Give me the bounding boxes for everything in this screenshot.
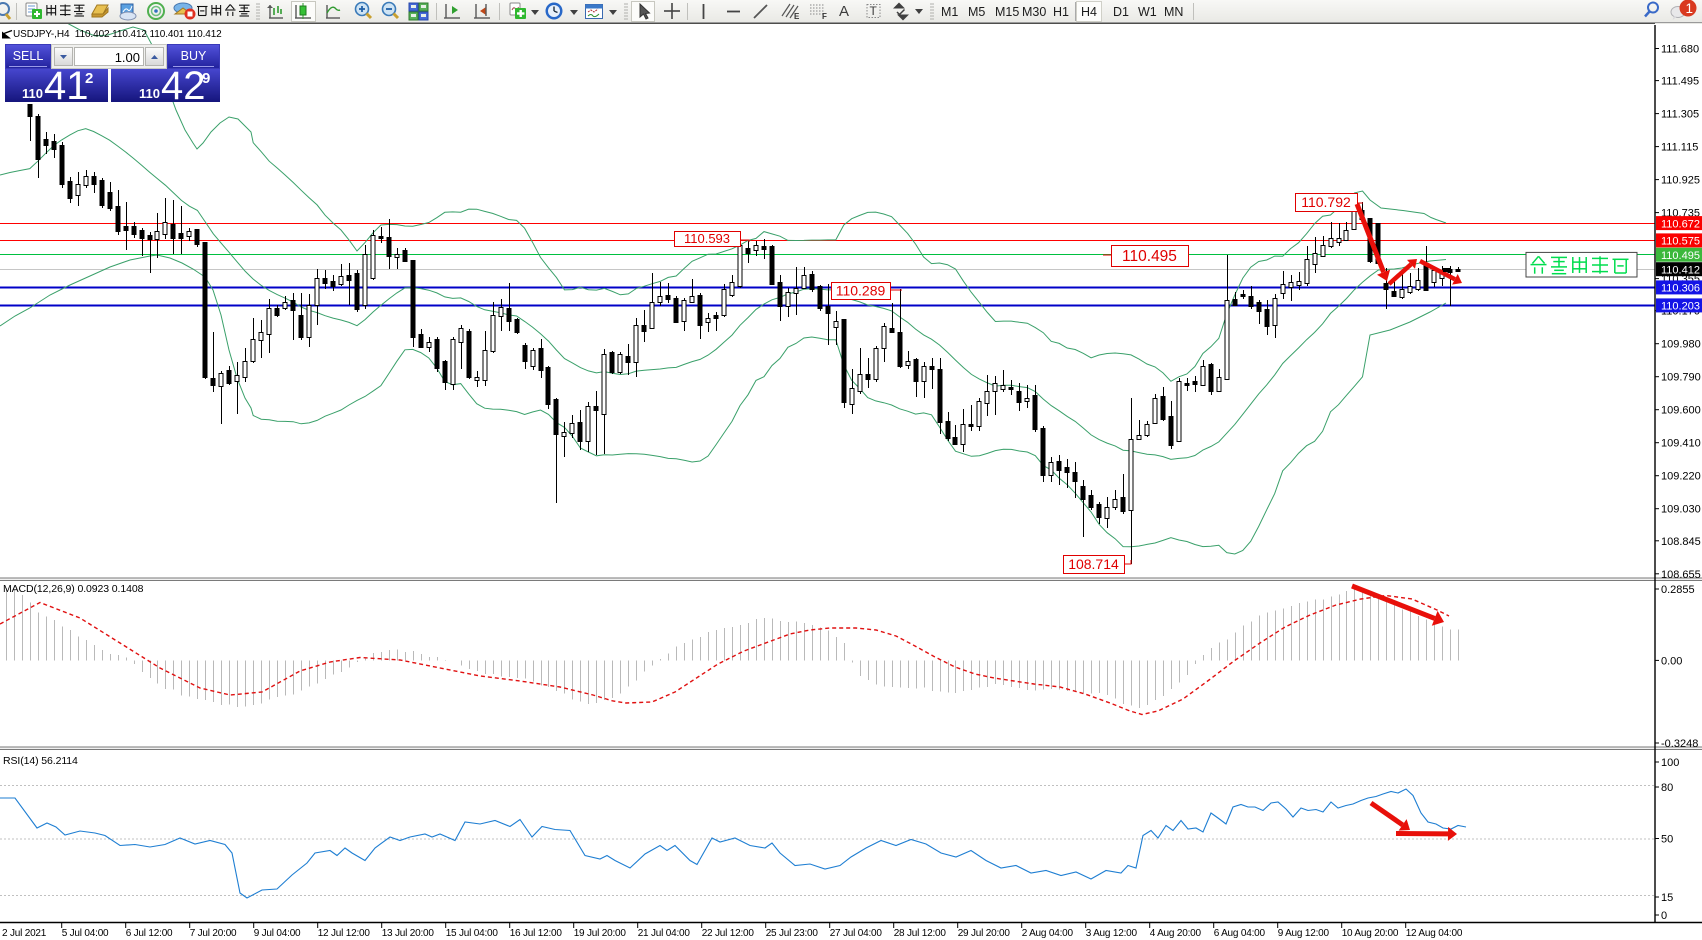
svg-text:28 Jul 12:00: 28 Jul 12:00 [894, 928, 947, 939]
svg-text:25 Jul 23:00: 25 Jul 23:00 [766, 928, 819, 939]
svg-text:A: A [839, 3, 849, 20]
svg-text:MACD(12,26,9) 0.0923 0.1408: MACD(12,26,9) 0.0923 0.1408 [3, 583, 144, 595]
svg-text:M30: M30 [1022, 5, 1046, 19]
svg-text:110.412: 110.412 [1661, 264, 1700, 276]
svg-text:22 Jul 12:00: 22 Jul 12:00 [702, 928, 755, 939]
svg-text:RSI(14) 56.2114: RSI(14) 56.2114 [3, 755, 78, 767]
svg-text:50: 50 [1661, 834, 1673, 846]
svg-text:16 Jul 12:00: 16 Jul 12:00 [510, 928, 563, 939]
svg-text:W1: W1 [1138, 5, 1157, 19]
svg-text:12 Jul 12:00: 12 Jul 12:00 [318, 928, 371, 939]
svg-text:19 Jul 20:00: 19 Jul 20:00 [574, 928, 627, 939]
svg-text:3 Aug 12:00: 3 Aug 12:00 [1086, 928, 1138, 939]
svg-text:110.593: 110.593 [684, 231, 730, 246]
svg-text:109.980: 109.980 [1661, 339, 1701, 351]
svg-text:108.655: 108.655 [1661, 569, 1701, 581]
svg-text:29 Jul 20:00: 29 Jul 20:00 [958, 928, 1011, 939]
svg-text:6 Jul 12:00: 6 Jul 12:00 [126, 928, 173, 939]
svg-text:110.495: 110.495 [1122, 248, 1177, 265]
svg-text:21 Jul 04:00: 21 Jul 04:00 [638, 928, 691, 939]
svg-text:111.495: 111.495 [1661, 76, 1699, 88]
svg-text:108.845: 108.845 [1661, 536, 1701, 548]
svg-text:M15: M15 [995, 5, 1019, 19]
svg-text:110.306: 110.306 [1661, 283, 1700, 295]
svg-text:111.305: 111.305 [1661, 109, 1699, 121]
svg-text:0.00: 0.00 [1661, 655, 1682, 667]
svg-text:13 Jul 20:00: 13 Jul 20:00 [382, 928, 435, 939]
svg-text:H4: H4 [1081, 5, 1097, 19]
svg-text:109.030: 109.030 [1661, 504, 1701, 516]
svg-text:0: 0 [1661, 910, 1667, 922]
svg-text:9 Aug 12:00: 9 Aug 12:00 [1278, 928, 1330, 939]
svg-text:110.575: 110.575 [1661, 236, 1700, 248]
svg-text:4 Aug 20:00: 4 Aug 20:00 [1150, 928, 1202, 939]
svg-text:109.600: 109.600 [1661, 405, 1701, 417]
svg-text:111.680: 111.680 [1661, 44, 1699, 56]
svg-text:0.2855: 0.2855 [1661, 584, 1695, 596]
svg-text:9 Jul 04:00: 9 Jul 04:00 [254, 928, 301, 939]
svg-text:1: 1 [1686, 1, 1694, 16]
svg-text:12 Aug 04:00: 12 Aug 04:00 [1406, 928, 1463, 939]
svg-text:7 Jul 20:00: 7 Jul 20:00 [190, 928, 237, 939]
svg-text:15: 15 [1661, 892, 1673, 904]
svg-text:2 Aug 04:00: 2 Aug 04:00 [1022, 928, 1074, 939]
svg-text:MN: MN [1164, 5, 1183, 19]
svg-text:E: E [794, 12, 800, 21]
svg-text:110.203: 110.203 [1661, 301, 1700, 313]
svg-text:27 Jul 04:00: 27 Jul 04:00 [830, 928, 883, 939]
svg-text:80: 80 [1661, 782, 1673, 794]
svg-text:D1: D1 [1113, 5, 1129, 19]
svg-text:M1: M1 [941, 5, 958, 19]
svg-text:10 Aug 20:00: 10 Aug 20:00 [1342, 928, 1399, 939]
svg-text:110.792: 110.792 [1301, 194, 1351, 210]
svg-text:109.410: 109.410 [1661, 438, 1701, 450]
svg-text:M5: M5 [968, 5, 985, 19]
svg-text:110.672: 110.672 [1661, 218, 1700, 230]
svg-text:T: T [870, 4, 878, 18]
svg-text:5 Jul 04:00: 5 Jul 04:00 [62, 928, 109, 939]
svg-text:-0.3248: -0.3248 [1661, 738, 1698, 750]
svg-text:111.115: 111.115 [1661, 142, 1698, 154]
svg-text:F: F [822, 12, 827, 21]
svg-text:2 Jul 2021: 2 Jul 2021 [2, 928, 47, 939]
svg-text:109.220: 109.220 [1661, 471, 1701, 483]
svg-text:H1: H1 [1053, 5, 1069, 19]
svg-text:108.714: 108.714 [1068, 556, 1119, 572]
svg-text:15 Jul 04:00: 15 Jul 04:00 [446, 928, 499, 939]
svg-text:110.289: 110.289 [836, 283, 886, 299]
svg-text:109.790: 109.790 [1661, 372, 1701, 384]
svg-text:110.495: 110.495 [1661, 250, 1700, 262]
svg-text:100: 100 [1661, 757, 1679, 769]
svg-text:6 Aug 04:00: 6 Aug 04:00 [1214, 928, 1266, 939]
svg-text:110.925: 110.925 [1661, 175, 1700, 187]
